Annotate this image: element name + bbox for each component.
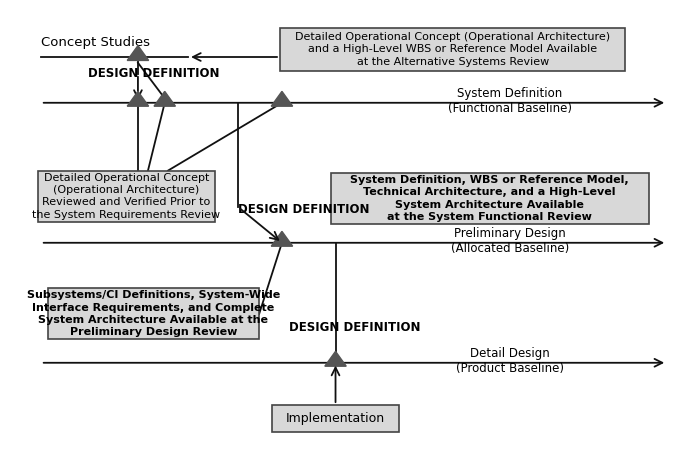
Text: Implementation: Implementation (286, 412, 385, 425)
Text: Detailed Operational Concept
(Operational Architecture)
Reviewed and Verified Pr: Detailed Operational Concept (Operationa… (32, 172, 220, 220)
Text: Detail Design
(Product Baseline): Detail Design (Product Baseline) (456, 347, 564, 375)
Polygon shape (325, 351, 346, 366)
Text: DESIGN DEFINITION: DESIGN DEFINITION (88, 68, 219, 81)
Text: Subsystems/CI Definitions, System-Wide
Interface Requirements, and Complete
Syst: Subsystems/CI Definitions, System-Wide I… (27, 290, 280, 338)
Polygon shape (271, 231, 293, 246)
FancyBboxPatch shape (272, 405, 399, 432)
FancyBboxPatch shape (48, 288, 259, 339)
Polygon shape (271, 91, 293, 106)
Text: System Definition
(Functional Baseline): System Definition (Functional Baseline) (448, 87, 572, 115)
Polygon shape (127, 45, 148, 60)
FancyBboxPatch shape (330, 173, 649, 224)
FancyBboxPatch shape (38, 171, 216, 222)
Text: Detailed Operational Concept (Operational Architecture)
and a High-Level WBS or : Detailed Operational Concept (Operationa… (295, 32, 610, 67)
Text: DESIGN DEFINITION: DESIGN DEFINITION (239, 203, 370, 216)
Text: DESIGN DEFINITION: DESIGN DEFINITION (288, 321, 420, 334)
Text: Preliminary Design
(Allocated Baseline): Preliminary Design (Allocated Baseline) (451, 227, 569, 255)
Text: System Definition, WBS or Reference Model,
Technical Architecture, and a High-Le: System Definition, WBS or Reference Mode… (350, 175, 629, 222)
FancyBboxPatch shape (280, 28, 625, 71)
Text: Concept Studies: Concept Studies (41, 36, 150, 50)
Polygon shape (127, 91, 148, 106)
Polygon shape (154, 91, 176, 106)
